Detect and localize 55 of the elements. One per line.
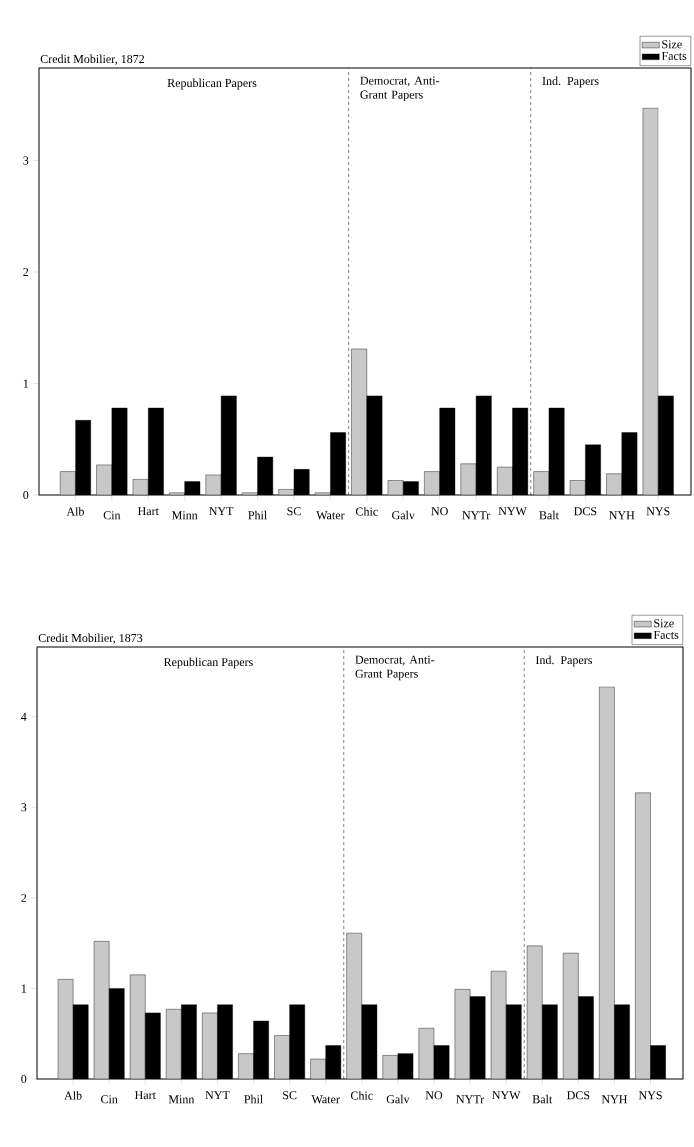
- x-tick-label: Balt: [539, 510, 559, 520]
- x-tick-label: NYW: [492, 1091, 521, 1100]
- x-tick-label: Balt: [532, 1094, 553, 1104]
- x-tick-label: Chic: [355, 507, 378, 516]
- x-tick-label: NYTr: [456, 1095, 485, 1104]
- legend-label: Facts: [653, 630, 679, 639]
- annotation: Democrat, Anti-Grant Papers: [355, 655, 435, 681]
- y-tick-label: 1: [21, 984, 27, 993]
- x-tick-label: NYT: [205, 1091, 230, 1100]
- annotation: Republican Papers: [163, 657, 253, 669]
- x-tick-label: Hart: [134, 1091, 156, 1100]
- chart-title: Credit Mobilier, 1873: [38, 633, 143, 644]
- x-tick-label: Galv: [392, 510, 415, 520]
- y-tick-label: 4: [21, 712, 27, 721]
- y-tick-label: 2: [23, 268, 29, 276]
- x-tick-label: Cin: [101, 1095, 118, 1104]
- x-tick-label: Hart: [137, 507, 159, 516]
- x-tick-label: NO: [425, 1091, 443, 1100]
- x-tick-label: SC: [283, 1091, 297, 1100]
- x-tick-label: SC: [287, 507, 301, 516]
- x-tick-label: NYT: [209, 507, 234, 516]
- annotation: Democrat, Anti-Grant Papers: [360, 76, 440, 102]
- legend-label: Size: [662, 40, 682, 49]
- y-tick-label: 0: [21, 1074, 27, 1084]
- annotation: Ind. Papers: [542, 76, 599, 88]
- x-tick-label: NYH: [609, 511, 635, 520]
- legend-label: Facts: [661, 51, 687, 60]
- y-tick-label: 1: [23, 379, 29, 388]
- x-tick-label: Alb: [66, 507, 84, 516]
- x-tick-label: NYTr: [462, 511, 491, 520]
- x-tick-label: NYS: [646, 507, 670, 516]
- x-tick-label: NYW: [498, 507, 527, 516]
- x-tick-label: Phil: [244, 1094, 263, 1104]
- x-tick-label: Cin: [103, 511, 121, 520]
- x-tick-label: Galv: [386, 1094, 410, 1104]
- chart-title: Credit Mobilier, 1872: [40, 54, 145, 65]
- x-tick-label: DCS: [567, 1091, 590, 1100]
- y-tick-label: 3: [23, 156, 29, 165]
- annotation: Ind. Papers: [535, 655, 592, 667]
- legend-label: Size: [654, 619, 674, 628]
- y-tick-label: 2: [21, 893, 27, 902]
- x-tick-label: Minn: [168, 1095, 195, 1104]
- x-tick-label: NYS: [638, 1091, 662, 1100]
- y-tick-label: 0: [23, 490, 29, 500]
- x-tick-label: Alb: [64, 1091, 82, 1100]
- x-tick-label: Water: [311, 1095, 340, 1104]
- y-tick-label: 3: [21, 803, 27, 812]
- x-tick-label: DCS: [574, 507, 597, 516]
- x-tick-label: Water: [316, 511, 345, 520]
- x-tick-label: NYH: [601, 1095, 628, 1104]
- x-tick-label: Minn: [172, 511, 198, 520]
- annotation: Republican Papers: [167, 78, 257, 90]
- x-tick-label: NO: [431, 507, 448, 516]
- x-tick-label: Chic: [350, 1091, 373, 1100]
- x-tick-label: Phil: [248, 510, 267, 520]
